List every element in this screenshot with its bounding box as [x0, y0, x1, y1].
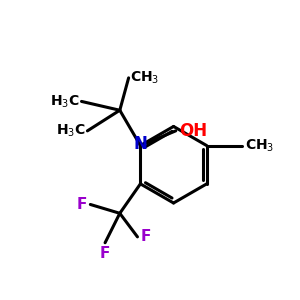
Text: F: F — [100, 246, 110, 261]
Text: F: F — [140, 230, 151, 244]
Text: CH$_3$: CH$_3$ — [130, 70, 159, 86]
Text: OH: OH — [179, 122, 207, 140]
Text: CH$_3$: CH$_3$ — [245, 137, 274, 154]
Text: H$_3$C: H$_3$C — [50, 93, 80, 110]
Text: H$_3$C: H$_3$C — [56, 123, 86, 139]
Text: N: N — [134, 135, 147, 153]
Text: F: F — [77, 197, 87, 212]
